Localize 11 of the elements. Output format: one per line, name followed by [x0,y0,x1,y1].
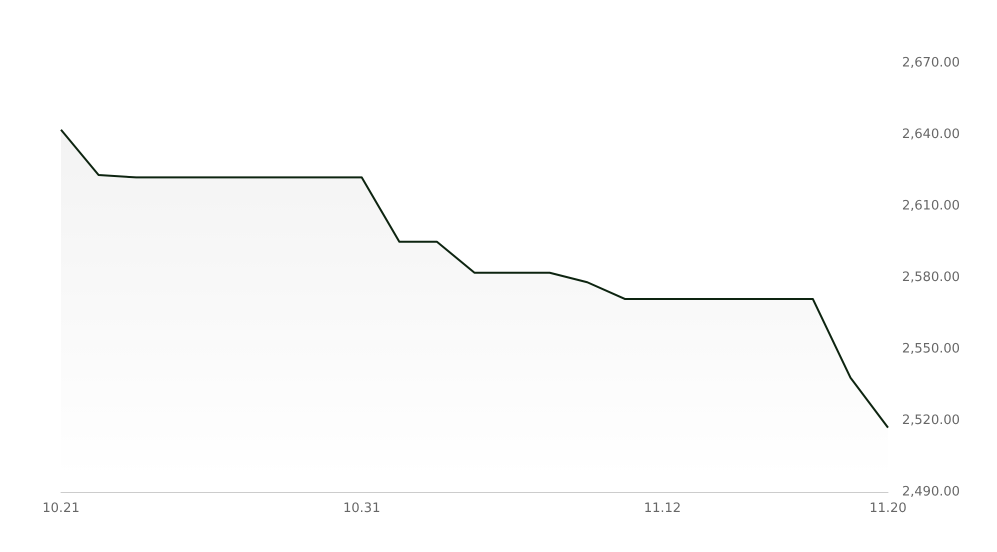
y-tick-label: 2,580.00 [902,270,960,285]
y-tick-label: 2,520.00 [902,413,960,428]
x-tick-label: 10.21 [42,501,80,516]
x-tick-label: 11.12 [644,501,682,516]
y-tick-label: 2,640.00 [902,127,960,142]
y-tick-label: 2,610.00 [902,198,960,214]
x-tick-label: 10.31 [343,501,380,516]
x-tick-label: 11.20 [869,501,907,516]
y-tick-label: 2,670.00 [902,56,960,70]
y-tick-label: 2,490.00 [902,484,960,500]
y-tick-label: 2,550.00 [902,342,960,356]
